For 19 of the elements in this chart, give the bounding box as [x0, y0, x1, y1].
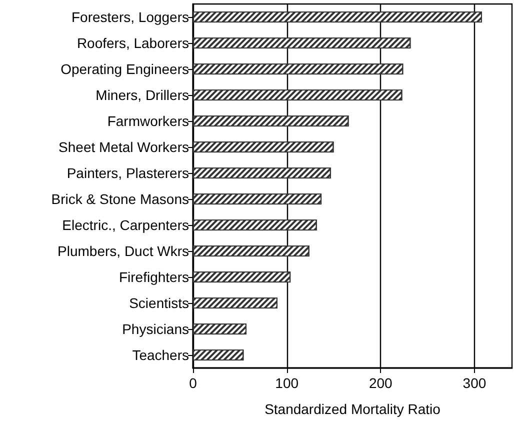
- y-tick-label: Sheet Metal Workers: [58, 139, 189, 155]
- y-tick-label: Foresters, Loggers: [72, 9, 189, 25]
- y-tick-label: Physicians: [122, 321, 189, 337]
- y-tick-label: Miners, Drillers: [96, 87, 189, 103]
- y-tick-label: Scientists: [129, 295, 189, 311]
- y-tick-label: Plumbers, Duct Wkrs: [58, 243, 189, 259]
- x-axis-title: Standardized Mortality Ratio: [264, 401, 441, 417]
- x-tick-label: 200: [368, 375, 393, 391]
- y-tick-label: Farmworkers: [107, 113, 189, 129]
- y-tick-label: Electric., Carpenters: [62, 217, 189, 233]
- x-tick-label: 300: [462, 375, 486, 391]
- y-tick-label: Teachers: [132, 347, 189, 363]
- y-tick-label: Painters, Plasterers: [66, 165, 189, 181]
- y-tick-label: Roofers, Laborers: [76, 35, 189, 51]
- y-tick-label: Brick & Stone Masons: [51, 191, 189, 207]
- y-tick-label: Operating Engineers: [60, 61, 189, 77]
- x-tick-label: 0: [189, 375, 198, 391]
- y-tick-label: Firefighters: [118, 269, 189, 285]
- x-tick-label: 100: [275, 375, 299, 391]
